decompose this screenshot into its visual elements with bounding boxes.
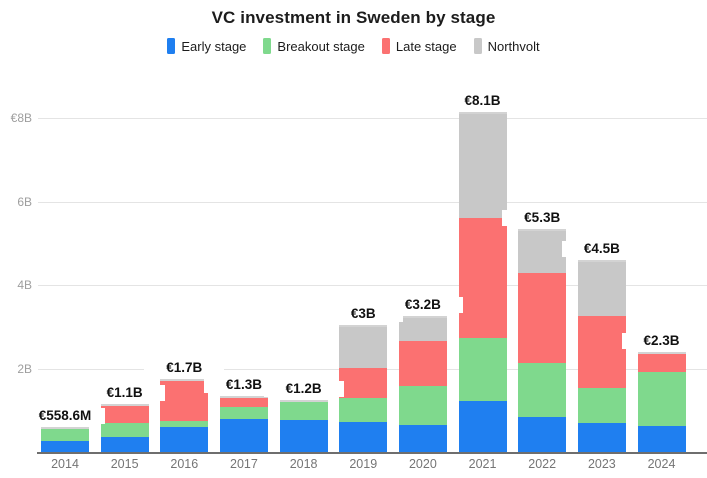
bar-2023[interactable] bbox=[577, 260, 626, 452]
legend-item-late-stage[interactable]: Late stage bbox=[381, 38, 457, 54]
x-axis-line bbox=[37, 452, 707, 454]
bar-segment-late-stage[interactable] bbox=[160, 381, 209, 421]
bar-segment-early-stage[interactable] bbox=[637, 426, 686, 452]
bar-segment-breakout-stage[interactable] bbox=[577, 388, 626, 424]
bar-total-label: €5.3B bbox=[502, 209, 583, 226]
bar-total-label: €558.6M bbox=[25, 407, 105, 424]
bar-2020[interactable] bbox=[398, 316, 447, 452]
bar-segment-late-stage[interactable] bbox=[398, 341, 447, 387]
bar-segment-late-stage[interactable] bbox=[577, 316, 626, 389]
gridline bbox=[38, 118, 707, 120]
x-axis-label: 2015 bbox=[110, 457, 139, 471]
bar-segment-early-stage[interactable] bbox=[458, 401, 507, 452]
bar-segment-early-stage[interactable] bbox=[160, 426, 209, 452]
legend-label: Early stage bbox=[181, 38, 247, 54]
bar-segment-late-stage[interactable] bbox=[219, 397, 268, 407]
bar-segment-early-stage[interactable] bbox=[339, 421, 388, 452]
bar-total-label: €1.2B bbox=[263, 380, 344, 397]
bar-segment-breakout-stage[interactable] bbox=[160, 420, 209, 427]
x-axis-label: 2018 bbox=[289, 457, 318, 471]
y-axis-tick-label: 6B bbox=[17, 194, 32, 209]
y-axis-tick-label: 2B bbox=[17, 361, 32, 376]
bar-segment-breakout-stage[interactable] bbox=[518, 363, 567, 417]
late-stage-swatch-icon bbox=[381, 38, 390, 54]
bar-2014[interactable] bbox=[41, 426, 89, 452]
bar-segment-early-stage[interactable] bbox=[41, 441, 89, 452]
bar-2017[interactable] bbox=[219, 395, 268, 452]
bar-segment-early-stage[interactable] bbox=[219, 418, 268, 452]
legend-item-breakout-stage[interactable]: Breakout stage bbox=[263, 38, 365, 54]
x-axis-label: 2023 bbox=[587, 457, 616, 471]
bar-2018[interactable] bbox=[279, 399, 328, 452]
bar-total-label: €3.2B bbox=[382, 297, 463, 314]
bar-segment-breakout-stage[interactable] bbox=[41, 428, 89, 442]
legend: Early stage Breakout stage Late stage North… bbox=[0, 38, 707, 54]
breakout-stage-swatch-icon bbox=[263, 38, 272, 54]
bar-segment-early-stage[interactable] bbox=[518, 416, 567, 452]
bar-segment-northvolt[interactable] bbox=[339, 326, 388, 368]
bar-segment-breakout-stage[interactable] bbox=[279, 401, 328, 420]
x-axis-label: 2020 bbox=[408, 457, 437, 471]
bar-segment-early-stage[interactable] bbox=[577, 423, 626, 452]
legend-label: Late stage bbox=[395, 38, 457, 54]
legend-item-early-stage[interactable]: Early stage bbox=[167, 38, 246, 54]
bar-total-label: €1.7B bbox=[144, 360, 225, 377]
gridline bbox=[38, 285, 707, 287]
northvolt-swatch-icon bbox=[473, 38, 482, 54]
x-axis-label: 2019 bbox=[349, 457, 378, 471]
bar-total-label: €1.1B bbox=[84, 385, 165, 402]
bar-segment-breakout-stage[interactable] bbox=[219, 406, 268, 419]
bar-2019[interactable] bbox=[339, 324, 388, 452]
bar-segment-late-stage[interactable] bbox=[637, 354, 686, 373]
bar-segment-breakout-stage[interactable] bbox=[339, 397, 388, 422]
x-axis-label: 2024 bbox=[647, 457, 676, 471]
bar-segment-breakout-stage[interactable] bbox=[637, 372, 686, 427]
bar-segment-northvolt[interactable] bbox=[518, 231, 567, 274]
bar-segment-late-stage[interactable] bbox=[518, 273, 567, 364]
bar-segment-breakout-stage[interactable] bbox=[398, 386, 447, 425]
bar-segment-breakout-stage[interactable] bbox=[458, 338, 507, 402]
y-axis-tick-label: 4B bbox=[17, 278, 32, 293]
bar-2015[interactable] bbox=[100, 404, 149, 452]
legend-label: Breakout stage bbox=[277, 38, 365, 54]
early-stage-swatch-icon bbox=[167, 38, 176, 54]
x-axis-label: 2021 bbox=[468, 457, 497, 471]
x-axis-label: 2017 bbox=[230, 457, 258, 471]
y-axis-tick-label: €8B bbox=[10, 111, 32, 126]
bar-segment-late-stage[interactable] bbox=[339, 367, 388, 398]
bar-2024[interactable] bbox=[637, 352, 686, 452]
x-axis-label: 2022 bbox=[528, 457, 557, 471]
bar-segment-northvolt[interactable] bbox=[398, 318, 447, 342]
bar-segment-northvolt[interactable] bbox=[577, 262, 626, 317]
gridline bbox=[38, 201, 707, 203]
bar-total-label: €4.5B bbox=[561, 241, 642, 258]
bar-segment-late-stage[interactable] bbox=[458, 218, 507, 339]
bar-segment-early-stage[interactable] bbox=[279, 419, 328, 452]
bar-total-label: €8.1B bbox=[442, 93, 523, 110]
legend-label: Northvolt bbox=[487, 38, 540, 54]
bar-2021[interactable] bbox=[458, 112, 507, 452]
bar-2016[interactable] bbox=[160, 379, 209, 452]
x-axis-label: 2014 bbox=[51, 457, 79, 471]
legend-item-northvolt[interactable]: Northvolt bbox=[473, 38, 540, 54]
bar-segment-northvolt[interactable] bbox=[458, 114, 507, 219]
bar-2022[interactable] bbox=[518, 229, 567, 452]
bar-segment-breakout-stage[interactable] bbox=[100, 423, 149, 437]
chart-title: VC investment in Sweden by stage bbox=[211, 8, 496, 27]
bar-total-label: €2.3B bbox=[621, 333, 702, 350]
bar-segment-early-stage[interactable] bbox=[100, 437, 149, 452]
bar-segment-early-stage[interactable] bbox=[398, 424, 447, 452]
x-axis-label: 2016 bbox=[170, 457, 199, 471]
bar-segment-late-stage[interactable] bbox=[100, 406, 149, 424]
